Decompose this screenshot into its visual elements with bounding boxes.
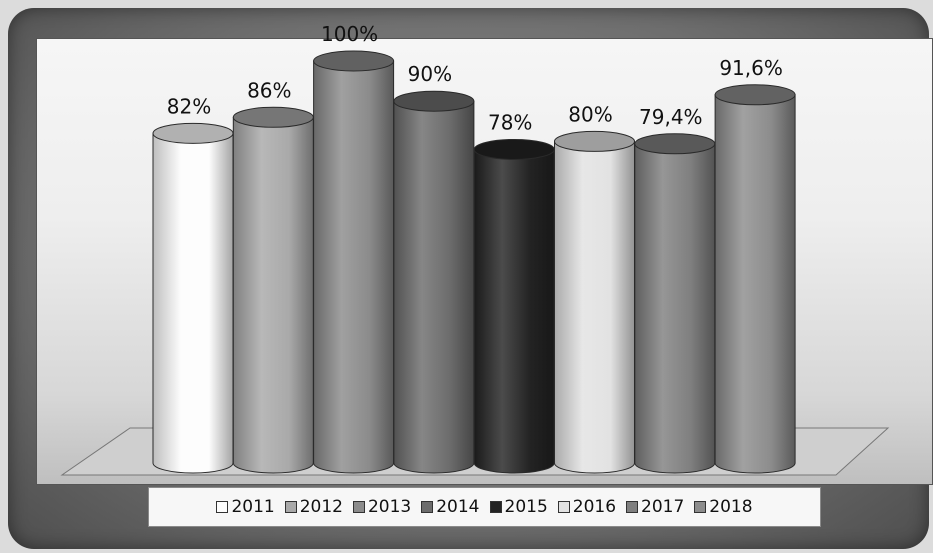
data-label-2018: 91,6%: [719, 56, 783, 80]
legend-item-2017: 2017: [626, 497, 684, 517]
bar-body-2015: [473, 148, 555, 474]
bar-top-2015: [473, 138, 555, 160]
bar-top-2016: [554, 130, 635, 152]
bar-body-2014: [393, 100, 475, 474]
bar-2018: [714, 84, 796, 474]
bar-body-2016: [554, 140, 635, 474]
legend-item-2012: 2012: [284, 497, 343, 517]
data-label-2017: 79,4%: [639, 105, 703, 129]
bar-body-2017: [634, 143, 716, 474]
bar-2014: [393, 90, 475, 474]
legend-label: 2011: [231, 497, 275, 517]
legend-label: 2012: [299, 497, 343, 517]
bar-2011: [152, 122, 234, 474]
legend-swatch: [626, 501, 639, 513]
legend-swatch: [284, 501, 297, 513]
bar-top-2011: [152, 122, 234, 144]
bar-top-2014: [393, 90, 475, 112]
bar-2015: [473, 138, 555, 474]
legend-label: 2018: [709, 497, 753, 517]
bar-body-2012: [232, 116, 314, 474]
bar-2012: [232, 106, 314, 474]
bar-2016: [554, 130, 635, 474]
legend-swatch: [352, 501, 365, 513]
legend-item-2013: 2013: [352, 497, 412, 517]
legend-swatch: [421, 501, 434, 513]
legend-item-2011: 2011: [216, 497, 275, 517]
data-label-2015: 78%: [488, 110, 532, 134]
legend-label: 2017: [641, 497, 685, 517]
legend-item-2015: 2015: [489, 497, 548, 517]
legend-swatch: [557, 501, 570, 513]
bar-top-2017: [634, 133, 716, 155]
data-label-2016: 80%: [568, 102, 612, 126]
legend-label: 2013: [367, 497, 412, 517]
bar-body-2018: [714, 94, 796, 474]
bar-2013: [313, 50, 395, 474]
legend-swatch: [489, 501, 502, 513]
legend-label: 2015: [504, 497, 548, 517]
bar-top-2018: [714, 84, 796, 106]
bar-body-2011: [152, 132, 234, 474]
legend-item-2016: 2016: [557, 497, 617, 517]
legend-item-2014: 2014: [421, 497, 480, 517]
data-label-2013: 100%: [321, 22, 378, 46]
data-label-2014: 90%: [408, 62, 452, 86]
legend-label: 2016: [572, 497, 617, 517]
data-label-2012: 86%: [247, 78, 291, 102]
data-label-2011: 82%: [167, 94, 211, 118]
bar-2017: [634, 133, 716, 474]
bar-top-2013: [313, 50, 395, 72]
legend-swatch: [694, 501, 707, 513]
legend-label: 2014: [436, 497, 480, 517]
legend-item-2018: 2018: [694, 497, 753, 517]
legend-swatch: [216, 501, 229, 513]
bar-body-2013: [313, 60, 395, 474]
bar-top-2012: [232, 106, 314, 128]
chart-legend: 2011 2012 2013 2014 2015 2016 2017 2018: [148, 487, 821, 527]
